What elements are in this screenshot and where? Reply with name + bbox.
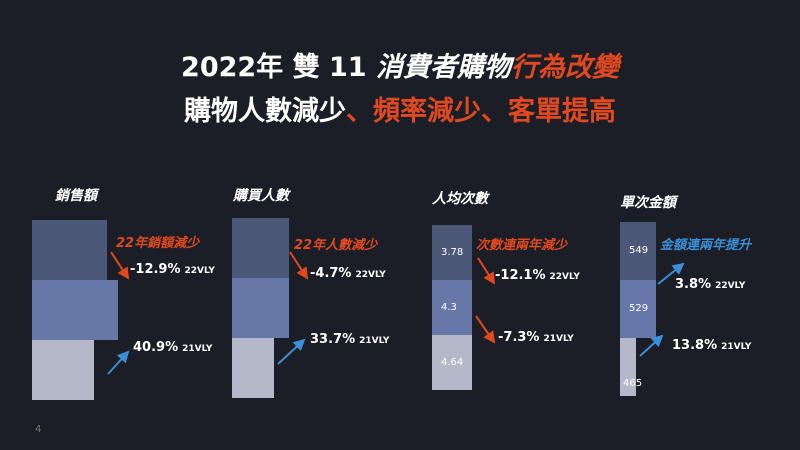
- slide-title-line1: 2022年 雙 11 消費者購物行為改變: [0, 45, 800, 84]
- change-period: 22VLY: [549, 272, 580, 282]
- change-value: -12.1%: [495, 268, 546, 283]
- bar-value-label: 549: [629, 245, 649, 256]
- change-label: 40.9% 21VLY: [133, 340, 212, 355]
- change-period: 21VLY: [721, 342, 752, 352]
- change-label: -4.7% 22VLY: [310, 266, 386, 281]
- bar-3-1: [432, 225, 472, 280]
- bar-4-3: [620, 338, 636, 396]
- chart-title-3: 人均次數: [432, 191, 488, 207]
- chart-note-1: 22年銷額減少: [116, 236, 200, 251]
- change-period: 22VLY: [355, 270, 386, 280]
- chart-note-2: 22年人數減少: [294, 238, 378, 253]
- arrow-up-icon: [639, 334, 664, 357]
- subtitle-part-orange: 、頻率減少、客單提高: [346, 96, 616, 127]
- bar-1-2: [32, 280, 118, 340]
- arrow-up-icon: [107, 350, 130, 375]
- change-value: 40.9%: [133, 340, 179, 355]
- change-value: 13.8%: [672, 338, 718, 353]
- bar-4-1: [620, 222, 656, 280]
- change-value: -4.7%: [310, 266, 352, 281]
- change-label: 3.8% 22VLY: [675, 277, 745, 292]
- arrow-down-icon: [477, 257, 496, 285]
- change-period: 22VLY: [715, 281, 746, 291]
- change-value: -7.3%: [498, 330, 540, 345]
- bar-3-3: [432, 335, 472, 390]
- change-period: 21VLY: [543, 334, 574, 344]
- bar-value-label: 529: [629, 303, 649, 314]
- title-part-white: 2022年 雙 11: [181, 52, 376, 83]
- change-period: 22VLY: [184, 266, 215, 276]
- change-period: 21VLY: [182, 344, 213, 354]
- subtitle-part-white: 購物人數減少: [184, 96, 346, 127]
- bar-2-1: [232, 218, 289, 278]
- chart-title-1: 銷售額: [55, 188, 97, 204]
- slide-title-line2: 購物人數減少、頻率減少、客單提高: [0, 89, 800, 128]
- change-period: 21VLY: [359, 336, 390, 346]
- arrow-down-icon: [475, 315, 496, 344]
- bar-2-2: [232, 278, 289, 338]
- arrow-up-icon: [277, 338, 306, 365]
- title-part-orange: 行為改變: [510, 52, 619, 83]
- chart-title-2: 購買人數: [233, 188, 289, 204]
- change-value: -12.9%: [130, 262, 181, 277]
- chart-note-3: 次數連兩年減少: [476, 238, 568, 253]
- chart-note-4: 金額連兩年提升: [660, 238, 752, 253]
- change-label: -7.3% 21VLY: [498, 330, 574, 345]
- bar-value-label: 4.3: [441, 301, 457, 313]
- chart-title-4: 單次金額: [620, 195, 676, 211]
- change-value: 33.7%: [310, 332, 356, 347]
- bar-4-2: [620, 280, 656, 338]
- bar-1-3: [32, 340, 94, 400]
- change-label: -12.1% 22VLY: [495, 268, 580, 283]
- arrow-down-icon: [110, 251, 130, 280]
- bar-3-2: [432, 280, 472, 335]
- bar-value-label: 465: [623, 378, 643, 389]
- arrow-down-icon: [289, 251, 309, 280]
- bar-2-3: [232, 338, 274, 398]
- bar-value-label: 4.64: [441, 356, 464, 368]
- change-value: 3.8%: [675, 277, 712, 292]
- title-part-italic: 消費者購物: [375, 52, 511, 83]
- change-label: 33.7% 21VLY: [310, 332, 389, 347]
- change-label: 13.8% 21VLY: [672, 338, 751, 353]
- bar-1-1: [32, 220, 107, 280]
- page-number: 4: [35, 424, 42, 435]
- change-label: -12.9% 22VLY: [130, 262, 215, 277]
- bar-value-label: 3.78: [441, 246, 464, 258]
